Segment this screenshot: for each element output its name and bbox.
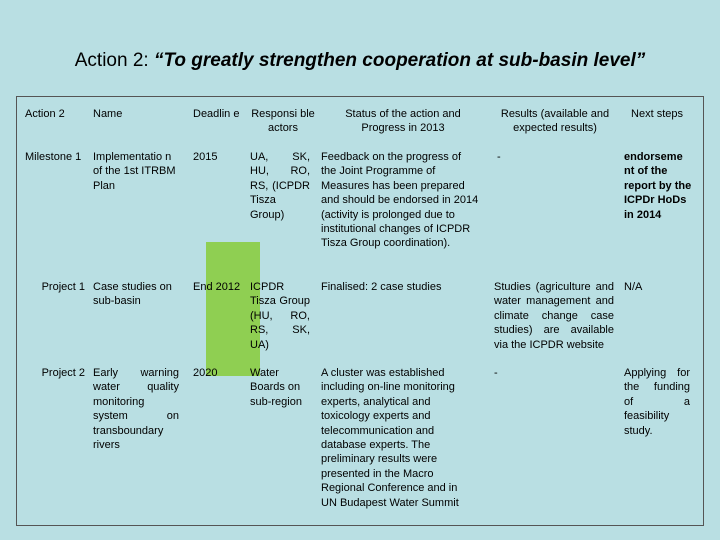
table-row-1-results: - (497, 151, 501, 163)
table-row-3-results: - (494, 367, 498, 379)
slide-title: Action 2: “To greatly strengthen coopera… (0, 50, 720, 72)
header-deadline: Deadlin e (193, 108, 240, 120)
table-row-1-next: endorseme nt of the report by the ICPDr … (624, 151, 692, 221)
header-next: Next steps (631, 108, 683, 120)
header-results: Results (available and expected results) (500, 108, 610, 135)
table-row-2-deadline: End 2012 (193, 281, 241, 293)
table-row-1-status: Feedback on the progress of the Joint Pr… (321, 151, 479, 250)
table-row-3-status: A cluster was established including on-l… (321, 367, 459, 509)
action-table: Action 2 Name Deadlin e Responsi ble act… (16, 96, 704, 526)
table-row-1-action: Milestone 1 (25, 151, 82, 163)
table-row-2-status: Finalised: 2 case studies (321, 281, 442, 293)
table-row-2-responsible: ICPDR Tisza Group (HU, RO, RS, SK, UA) (250, 281, 310, 351)
table-row-3-name: Early warning water quality monitoring s… (93, 367, 179, 452)
header-status: Status of the action and Progress in 201… (345, 108, 461, 135)
title-quote: “To greatly strengthen cooperation at su… (153, 50, 646, 71)
header-name: Name (93, 108, 123, 120)
deadline-highlight (206, 242, 260, 376)
table-row-3-next: Applying for the funding of a feasibilit… (624, 367, 690, 437)
table-row-1-deadline: 2015 (193, 151, 218, 163)
table-row-2-action: Project 1 (41, 281, 85, 293)
table-row-1-responsible: UA, SK, HU, RO, RS, (ICPDR Tisza Group) (250, 151, 310, 221)
table-row-2-next: N/A (624, 281, 643, 293)
header-responsible: Responsi ble actors (251, 108, 315, 135)
title-prefix: Action 2: (74, 50, 154, 71)
table-row-3-action: Project 2 (41, 367, 85, 379)
table-row-2-name: Case studies on sub-basin (93, 281, 172, 308)
table-row-1-name: Implementatio n of the 1st ITRBM Plan (93, 151, 176, 192)
table-row-3-deadline: 2020 (193, 367, 218, 379)
header-action: Action 2 (25, 108, 65, 120)
table-row-2-results: Studies (agriculture and water managemen… (494, 281, 614, 351)
table-row-3-responsible: Water Boards on sub-region (250, 367, 302, 408)
